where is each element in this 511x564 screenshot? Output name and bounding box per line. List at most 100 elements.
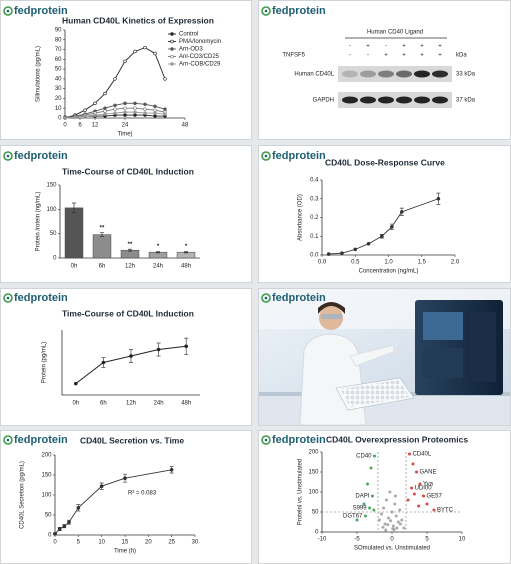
marker bbox=[123, 113, 127, 117]
x-tick-label: 6 bbox=[78, 123, 82, 129]
band bbox=[396, 70, 412, 78]
point bbox=[368, 506, 372, 510]
x-tick-label: -5 bbox=[354, 537, 360, 543]
lane-sign: + bbox=[438, 53, 442, 59]
error-bar bbox=[128, 248, 132, 252]
marker bbox=[163, 107, 167, 111]
point-label: BYTC bbox=[437, 508, 454, 514]
band bbox=[342, 70, 358, 78]
point-label: UDI00 bbox=[415, 486, 433, 492]
y-tick-label: 0.4 bbox=[310, 178, 319, 184]
point bbox=[366, 482, 369, 486]
y-tick-label: 100 bbox=[41, 493, 52, 499]
point bbox=[422, 494, 425, 498]
legend-label: Arn-OD3 bbox=[179, 47, 203, 53]
y-axis-label: Protelnl vs. Unstimulated bbox=[298, 459, 304, 525]
band bbox=[378, 70, 394, 78]
significance: * bbox=[157, 244, 160, 250]
y-tick-label: 70 bbox=[55, 47, 62, 53]
y-tick-label: 150 bbox=[41, 473, 52, 479]
marker bbox=[143, 111, 147, 115]
point bbox=[432, 508, 436, 512]
y-tick-label: 60 bbox=[55, 57, 62, 63]
point bbox=[393, 502, 397, 506]
point bbox=[394, 514, 398, 518]
x-axis-label: Time (h) bbox=[114, 549, 136, 555]
point bbox=[363, 514, 367, 518]
axis bbox=[61, 330, 200, 396]
y-tick-label: 40 bbox=[55, 76, 62, 82]
marker bbox=[113, 107, 117, 111]
brand: fedprotein bbox=[272, 5, 326, 17]
legend-label: Anl-CO3/CD25 bbox=[179, 54, 220, 60]
brand: fedprotein bbox=[272, 150, 326, 162]
marker bbox=[153, 111, 157, 115]
point bbox=[362, 502, 366, 506]
x-tick-label: 0.5 bbox=[351, 260, 360, 266]
y-axis-label: Protein (pg/mL) bbox=[42, 342, 48, 383]
marker bbox=[103, 106, 107, 110]
brand-icon bbox=[261, 151, 271, 161]
x-tick-label: 0h bbox=[71, 264, 78, 270]
point bbox=[53, 532, 57, 536]
chart-title: Human CD40L Kinetics of Expression bbox=[62, 15, 214, 25]
marker bbox=[123, 59, 127, 63]
significance: ** bbox=[128, 242, 133, 248]
marker bbox=[103, 109, 107, 113]
chart-title: CD40L Dose-Response Curve bbox=[325, 157, 445, 167]
marker bbox=[123, 101, 127, 106]
marker bbox=[143, 107, 147, 111]
marker bbox=[133, 101, 137, 106]
y-tick-label: 150 bbox=[308, 470, 319, 476]
point bbox=[384, 528, 388, 532]
x-tick-label: 20 bbox=[145, 540, 152, 546]
point bbox=[396, 520, 400, 524]
brand-icon bbox=[6, 154, 10, 158]
x-axis-label: Time) bbox=[117, 132, 132, 138]
x-tick-label: 48h bbox=[181, 264, 191, 270]
blot-strip bbox=[338, 66, 452, 82]
y-axis-label: Absorbance (OD) bbox=[298, 194, 304, 241]
y-tick-label: 50 bbox=[312, 510, 319, 516]
point bbox=[415, 470, 418, 474]
x-tick-label: 24h bbox=[153, 264, 163, 270]
brand-icon bbox=[3, 6, 13, 16]
y-tick-label: 200 bbox=[308, 450, 319, 456]
lab-photo bbox=[259, 289, 510, 426]
x-tick-label: 25 bbox=[168, 540, 175, 546]
point bbox=[398, 522, 402, 526]
lane-sign: + bbox=[384, 53, 388, 59]
brand: fedprotein bbox=[272, 292, 326, 304]
band bbox=[432, 96, 448, 104]
x-tick-label: 0 bbox=[53, 540, 57, 546]
band bbox=[342, 96, 358, 104]
point bbox=[353, 247, 358, 252]
point-label: S999 bbox=[353, 506, 368, 512]
point bbox=[62, 524, 67, 528]
significance: * bbox=[185, 244, 188, 250]
bar bbox=[92, 234, 112, 259]
point bbox=[57, 527, 62, 531]
point bbox=[99, 484, 104, 489]
marker bbox=[113, 77, 117, 81]
point bbox=[340, 251, 344, 255]
legend-label: PMA/Ionomycin bbox=[179, 39, 221, 45]
marker bbox=[156, 347, 161, 352]
point bbox=[377, 518, 381, 522]
point bbox=[398, 508, 402, 512]
panel bbox=[258, 430, 511, 564]
point bbox=[386, 523, 390, 527]
point-label: GANE bbox=[420, 470, 437, 476]
y-tick-label: 200 bbox=[41, 453, 52, 459]
x-tick-label: 6h bbox=[99, 264, 106, 270]
point bbox=[406, 498, 410, 502]
point bbox=[76, 506, 81, 510]
x-tick-label: 24 bbox=[122, 123, 129, 129]
y-tick-label: 0.0 bbox=[310, 253, 319, 259]
error-bar bbox=[72, 202, 76, 214]
chart-title: Time-Course of CD40L Induction bbox=[62, 166, 194, 176]
y-tick-label: 0 bbox=[48, 533, 52, 539]
blot-strip bbox=[338, 92, 452, 108]
brand-icon bbox=[261, 6, 271, 16]
